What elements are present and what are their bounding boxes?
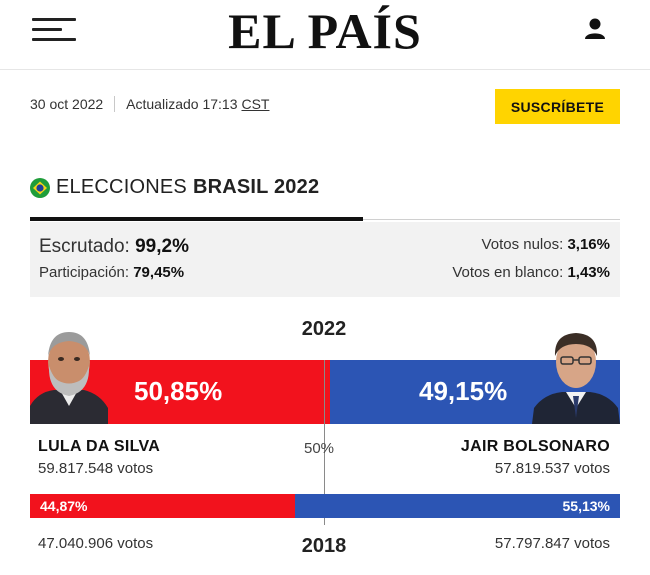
lula-name: LULA DA SILVA	[38, 438, 161, 455]
participacion-label: Participación:	[39, 264, 130, 281]
section-title-bold: BRASIL 2022	[192, 176, 320, 198]
bolsonaro-pct-2018: 55,13%	[562, 498, 610, 514]
divider	[114, 96, 116, 112]
timezone-label: CST	[241, 96, 270, 112]
publication-date: 30 oct 2022	[30, 96, 104, 112]
escrutado-label: Escrutado:	[39, 236, 130, 257]
results-bar-2018: 44,87% 55,13%	[30, 494, 620, 518]
votos-nulos-stat: Votos nulos: 3,16%	[482, 236, 610, 253]
escrutado-stat: Escrutado: 99,2%	[39, 236, 189, 258]
title-underline	[30, 217, 363, 221]
bolsonaro-votes-2018: 57.797.847 votos	[494, 535, 610, 552]
year-2022-label: 2022	[301, 318, 347, 340]
votos-blanco-label: Votos en blanco:	[452, 264, 564, 281]
bolsonaro-votes-2022: 57.819.537 votos	[494, 460, 610, 477]
participacion-stat: Participación: 79,45%	[39, 264, 184, 281]
lula-votes-2022: 59.817.548 votos	[38, 460, 154, 477]
lula-portrait	[30, 326, 108, 424]
bolsonaro-pct-2022: 49,15%	[419, 376, 508, 406]
updated-time: Actualizado 17:13	[126, 96, 238, 112]
stats-panel: Escrutado: 99,2% Participación: 79,45% V…	[30, 222, 620, 297]
lula-votes-2018: 47.040.906 votos	[38, 535, 154, 552]
site-header: EL PAÍS	[0, 0, 650, 70]
bolsonaro-name: JAIR BOLSONARO	[460, 438, 610, 455]
bolsonaro-bar-2018	[295, 494, 620, 518]
fifty-percent-line	[324, 360, 325, 525]
votos-blanco-value: 1,43%	[567, 264, 610, 281]
votos-blanco-stat: Votos en blanco: 1,43%	[452, 264, 610, 281]
hamburger-menu-icon[interactable]	[32, 16, 76, 44]
brazil-flag-icon	[30, 177, 50, 198]
date-bar: 30 oct 2022 Actualizado 17:13 CST	[30, 96, 269, 112]
lula-pct-2022: 50,85%	[134, 376, 223, 406]
votos-nulos-value: 3,16%	[567, 236, 610, 253]
site-logo[interactable]: EL PAÍS	[228, 3, 422, 59]
lula-pct-2018: 44,87%	[40, 498, 88, 514]
section-title-prefix: ELECCIONES	[56, 176, 187, 198]
title-rule	[363, 219, 620, 220]
bolsonaro-portrait	[532, 322, 620, 424]
section-title: ELECCIONES BRASIL 2022	[30, 176, 319, 199]
participacion-value: 79,45%	[133, 264, 185, 281]
escrutado-value: 99,2%	[135, 236, 189, 257]
subscribe-button[interactable]: SUSCRÍBETE	[495, 89, 620, 124]
votos-nulos-label: Votos nulos:	[481, 236, 564, 253]
year-2018-label: 2018	[301, 535, 347, 557]
fifty-percent-label: 50%	[304, 440, 335, 457]
lula-bar-2018	[30, 494, 295, 518]
user-icon[interactable]	[582, 16, 608, 42]
